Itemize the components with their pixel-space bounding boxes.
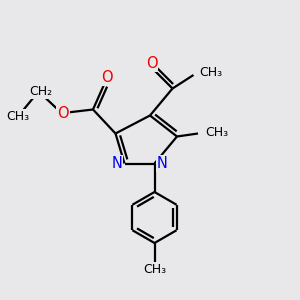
Text: N: N <box>157 156 168 171</box>
Text: O: O <box>57 106 69 122</box>
Text: N: N <box>111 156 122 171</box>
Text: CH₃: CH₃ <box>143 262 166 276</box>
Text: O: O <box>101 70 112 85</box>
Text: O: O <box>146 56 157 71</box>
Text: CH₃: CH₃ <box>6 110 30 124</box>
Text: CH₃: CH₃ <box>206 125 229 139</box>
Text: CH₃: CH₃ <box>200 65 223 79</box>
Text: CH₂: CH₂ <box>29 85 52 98</box>
